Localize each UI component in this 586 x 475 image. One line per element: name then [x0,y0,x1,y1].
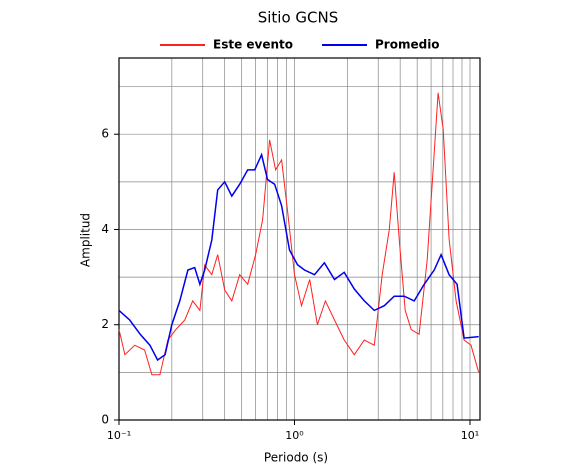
y-tick-label: 0 [101,413,109,427]
x-axis-label: Periodo (s) [264,451,328,465]
plot-frame [118,57,481,421]
legend-label: Este evento [213,38,293,52]
series-line [118,92,480,376]
chart-title: Sitio GCNS [258,9,339,27]
x-tick-label: 10⁻¹ [107,429,131,442]
legend-label: Promedio [375,38,440,52]
y-tick-label: 2 [101,317,109,331]
y-axis-label: Amplitud [79,213,93,267]
x-tick-label: 10¹ [461,429,479,442]
y-tick-label: 6 [101,127,109,141]
y-tick-label: 4 [101,222,109,236]
x-tick-label: 10⁰ [285,429,304,442]
series-line [118,152,479,362]
